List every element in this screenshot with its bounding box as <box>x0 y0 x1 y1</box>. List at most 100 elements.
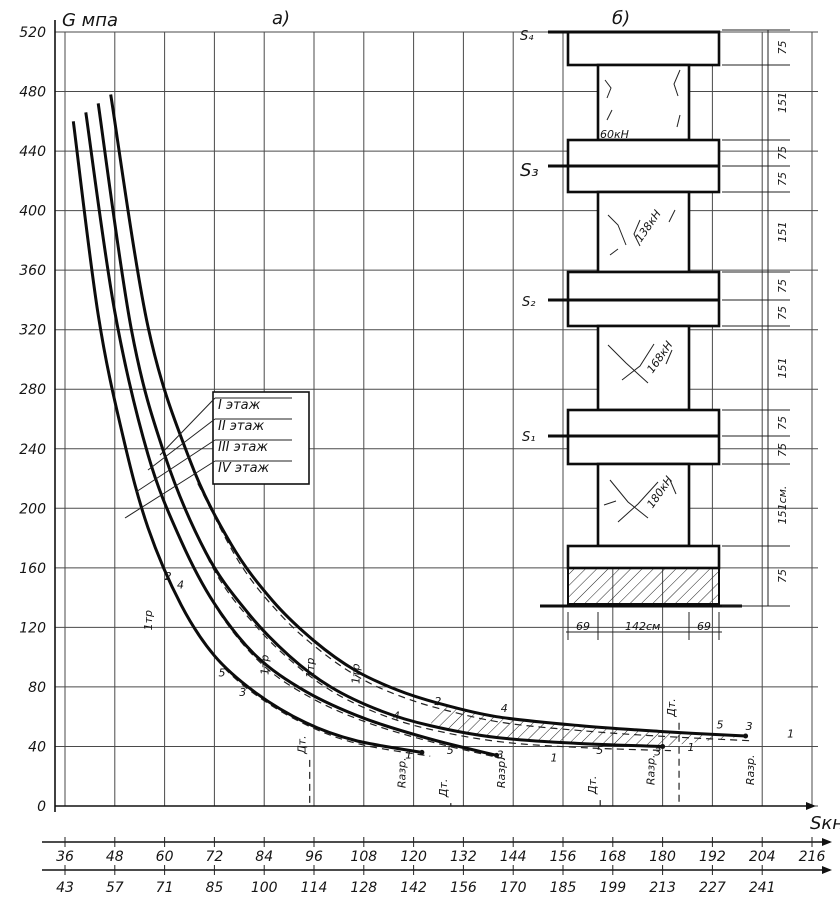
x-axis-label: Sкн <box>810 813 840 834</box>
curve-annotation: 4 <box>177 579 184 592</box>
x-axis-arrow <box>806 802 816 810</box>
y-tick-label: 520 <box>19 25 46 41</box>
x-tick-label-secondary: 128 <box>350 880 377 896</box>
y-tick-label: 120 <box>19 620 46 636</box>
legend-leader <box>135 439 216 493</box>
hatched-region <box>430 703 746 747</box>
curve-annotation: 5 <box>447 744 454 757</box>
curve-annotation: 1 <box>688 741 695 754</box>
x-scale-arrow <box>822 866 832 874</box>
series-line <box>71 121 423 754</box>
pier-neck <box>596 462 691 548</box>
x-scale-arrow <box>822 838 832 846</box>
curve-annotation: Rазр. <box>495 757 508 788</box>
curve-annotation: 3 <box>746 720 753 733</box>
foundation <box>567 567 720 605</box>
series-end-point <box>660 743 666 749</box>
curve-annotation: 1тр <box>142 610 155 630</box>
x-tick-label-secondary: 170 <box>500 880 527 896</box>
pier-neck <box>596 190 691 274</box>
series-line <box>84 112 497 757</box>
curve-annotation: 3 <box>497 748 504 761</box>
dimension-label: 75 <box>776 41 789 55</box>
legend-leader <box>159 397 216 456</box>
y-tick-label: 400 <box>19 204 46 220</box>
series-line <box>109 94 746 738</box>
x-tick-label-secondary: 142 <box>400 880 427 896</box>
x-tick-label: 156 <box>550 849 577 865</box>
dimension-label: 75 <box>776 569 789 583</box>
x-tick-label: 180 <box>649 849 676 865</box>
x-tick-label: 192 <box>699 849 726 865</box>
chart-axes <box>42 20 832 874</box>
curve-annotation: 1 <box>787 728 794 741</box>
dimension-label: 75 <box>776 172 789 186</box>
level-label: S₃ <box>520 160 539 181</box>
x-tick-label-secondary: 43 <box>56 880 74 896</box>
x-tick-label: 96 <box>305 849 323 865</box>
curve-annotation: Rазр. <box>744 754 757 785</box>
x-tick-label: 84 <box>255 849 273 865</box>
x-tick-label-secondary: 85 <box>205 880 223 896</box>
curve-annotation: 5 <box>596 744 603 757</box>
y-tick-label: 440 <box>19 144 46 160</box>
dashed-curve <box>172 479 671 752</box>
crack-lines <box>604 69 681 128</box>
y-tick-label: 40 <box>28 739 46 755</box>
legend-leader <box>124 460 216 519</box>
level-label: S₄ <box>520 29 534 44</box>
y-tick-label: 0 <box>37 799 46 815</box>
legend-entry-2: II этаж <box>218 419 264 434</box>
legend-entry-1: I этаж <box>218 398 261 413</box>
y-axis-label: G мпа <box>62 10 118 31</box>
dimension-label: 142см <box>625 620 660 633</box>
x-tick-label-secondary: 156 <box>450 880 477 896</box>
curve-annotation: Дт. <box>586 776 599 796</box>
curve-annotation: 4 <box>501 702 508 715</box>
dimension-label: 151 <box>776 92 789 113</box>
level-label: S₂ <box>522 295 535 310</box>
x-tick-label: 108 <box>350 849 377 865</box>
x-tick-label-secondary: 227 <box>699 880 726 896</box>
crack-lines <box>603 479 677 523</box>
curve-annotation: 5 <box>219 667 226 680</box>
curve-annotation: 1тр <box>350 664 363 684</box>
dimension-label: 75 <box>776 306 789 320</box>
series-end-point <box>743 733 749 739</box>
curve-annotation: 1 <box>405 748 412 761</box>
legend-entry-4: IV этаж <box>218 461 270 476</box>
curve-annotation: 5 <box>717 719 724 732</box>
dimension-ticks <box>722 29 790 607</box>
curve-annotation: 1 <box>551 751 558 764</box>
series-end-point <box>494 752 500 758</box>
curve-annotation: 3 <box>239 686 246 699</box>
curve-annotation: 2 <box>165 570 172 583</box>
pier-neck <box>596 324 691 412</box>
x-tick-label-secondary: 185 <box>550 880 577 896</box>
y-tick-label: 80 <box>28 680 46 696</box>
legend: I этаж II этаж III этаж IV этаж <box>124 391 310 519</box>
x-tick-label-secondary: 114 <box>301 880 328 896</box>
curve-annotation: Дт. <box>296 735 309 755</box>
dimension-label: 69 <box>697 620 711 633</box>
x-tick-label: 72 <box>205 849 223 865</box>
y-tick-labels: 0 40 80 120 160 200 240 280 320 360 400 440 480 520 <box>19 25 46 815</box>
dashed-curve <box>197 483 754 742</box>
y-tick-label: 480 <box>19 85 46 101</box>
x-tick-label-secondary: 199 <box>599 880 626 896</box>
dimension-label: 75 <box>776 279 789 293</box>
wall-drawing: S₄ S₃ S₂ S₁ 60кН 138кН 168кН 180кН 75151… <box>520 29 790 640</box>
hatched-band <box>430 703 746 747</box>
dimension-label: 75 <box>776 146 789 160</box>
crack-lines <box>607 343 673 384</box>
legend-leader <box>147 418 216 471</box>
y-tick-label: 200 <box>19 501 46 517</box>
crack-load-label: 60кН <box>600 128 629 141</box>
curve-annotation: Дт. <box>665 698 678 718</box>
x-tick-label: 132 <box>450 849 477 865</box>
dimension-label: 75 <box>776 416 789 430</box>
x-tick-label-secondary: 241 <box>749 880 776 896</box>
dimension-label: 151см. <box>776 486 789 525</box>
